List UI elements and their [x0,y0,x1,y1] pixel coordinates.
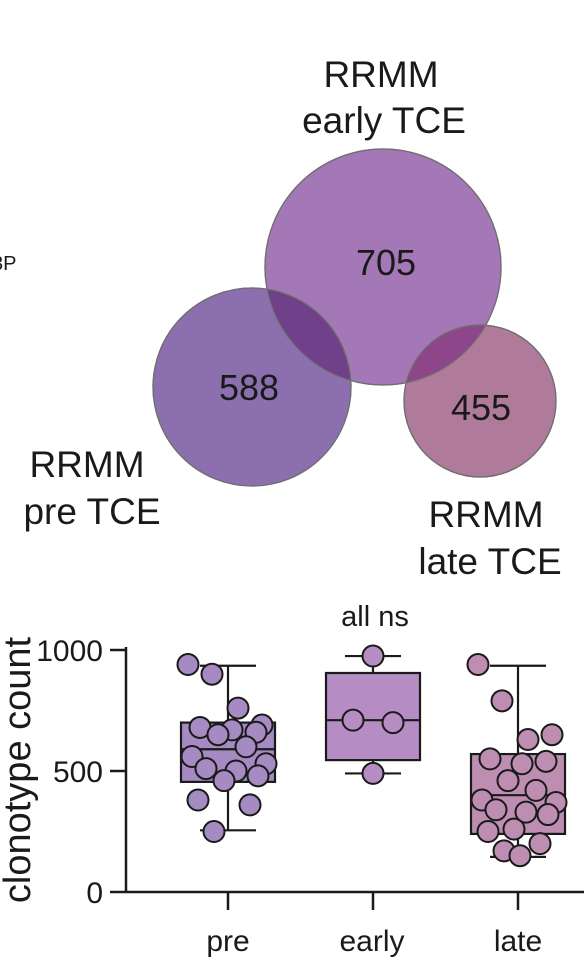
pre-point [206,723,230,747]
late-point [536,803,560,827]
early-point [361,644,385,668]
venn-label-pre-line1: RRMM [29,444,144,485]
y-tick-label-500: 500 [53,756,103,789]
pre-point [176,653,200,677]
venn-overlap-early-pre [265,288,351,385]
pre-point [200,662,224,686]
x-tick-label-late: late [494,925,542,958]
late-point [476,820,500,843]
late-point [524,778,548,802]
y-axis-label: clonotype count [0,636,39,903]
pre-point [202,820,226,843]
late-point [514,800,538,824]
late-point [510,752,534,776]
late-point [466,653,490,677]
late-point [490,689,514,713]
venn-outline-late [403,324,557,478]
late-point [502,817,526,841]
late-point [534,749,558,773]
x-tick-label-early: early [339,925,404,958]
y-tick-label-1000: 1000 [36,635,103,668]
early-box [324,671,422,762]
y-tick-label-0: 0 [86,877,103,910]
pre-point [194,757,218,781]
late-point [478,747,502,771]
venn-overlap-early-late [404,325,501,385]
pre-point [226,696,250,720]
venn-count-early: 705 [356,242,416,283]
left-edge-text: 3P [0,253,16,275]
pre-point [186,788,210,812]
venn-outline-early [264,148,502,386]
late-point [540,723,564,747]
pre-point [212,769,236,793]
x-tick-label-pre: pre [206,925,249,958]
early-point [381,711,405,735]
box-group-layer [176,644,568,868]
venn-label-late-line1: RRMM [428,494,543,535]
late-point [496,769,520,793]
pre-point [238,793,262,817]
venn-label-late-line2: late TCE [418,541,561,582]
boxplot: clonotype count all ns 0 500 1000 pre ea… [0,601,584,958]
venn-label-early-line1: RRMM [323,54,438,95]
late-point [516,728,540,752]
pre-point [234,735,258,759]
venn-label-early-line2: early TCE [302,100,466,141]
venn-outline-pre [152,287,352,487]
venn-diagram: 3P 705 588 455 RRMM early TCE RRMM pre T… [0,54,562,582]
significance-annotation: all ns [341,601,409,633]
venn-count-late: 455 [451,387,511,428]
pre-point [246,764,270,788]
late-point [528,832,552,856]
late-point [484,798,508,822]
venn-count-pre: 588 [219,367,279,408]
early-point [361,761,385,785]
early-point [341,708,365,732]
venn-label-pre-line2: pre TCE [23,491,160,532]
late-point [508,844,532,868]
